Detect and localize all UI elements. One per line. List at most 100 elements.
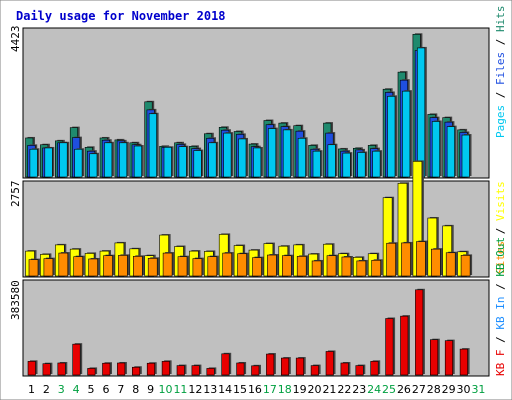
x-tick-label: 7 xyxy=(117,383,124,396)
x-tick-label: 29 xyxy=(442,383,456,396)
x-axis-ticks: 1 2 3 4 5 6 7 8 9 10 11 12 13 14 15 16 17 18 19 20 21 22 23 24 2… xyxy=(28,383,486,396)
x-tick-label: 25 xyxy=(382,383,396,396)
legend-sep: / xyxy=(494,277,507,290)
kbf-bar xyxy=(117,362,126,376)
kbf-bar xyxy=(340,362,349,376)
kbf-bar xyxy=(370,361,379,376)
legend-sep: / xyxy=(494,32,507,45)
legend-kbout: KB Out xyxy=(494,237,507,277)
kbf-bar xyxy=(310,365,319,376)
kbf-bar xyxy=(444,340,454,376)
pages-bar xyxy=(282,129,292,178)
kb-legend: KB F / KB In / KB Out xyxy=(494,237,507,376)
pages-bar xyxy=(133,145,142,178)
pages-bar xyxy=(253,147,262,178)
pages-bar xyxy=(357,152,366,178)
pages-bar xyxy=(119,142,128,178)
x-tick-label: 22 xyxy=(337,383,351,396)
legend-visits: Visits xyxy=(494,181,507,221)
sites-bar xyxy=(445,252,456,277)
x-tick-label: 18 xyxy=(278,383,292,396)
sites-bar xyxy=(311,260,322,277)
sites-bar xyxy=(147,258,158,277)
sites-bar xyxy=(341,256,352,277)
pages-bar xyxy=(446,126,455,178)
sites-bar xyxy=(88,258,98,277)
sites-bar xyxy=(222,252,232,277)
pages-bar xyxy=(267,128,277,178)
pages-bar xyxy=(402,90,411,178)
pages-bar xyxy=(297,137,306,178)
kbf-bar xyxy=(325,351,334,376)
x-tick-label: 15 xyxy=(233,383,247,396)
pages-bar xyxy=(208,142,217,178)
pages-bar xyxy=(148,113,157,178)
x-tick-label: 8 xyxy=(132,383,139,396)
chart-title: Daily usage for November 2018 xyxy=(16,9,226,23)
legend-kbf: KB F xyxy=(494,350,507,377)
x-tick-label: 30 xyxy=(457,383,471,396)
hits-ymax-label: 4423 xyxy=(9,26,22,53)
kbf-bar xyxy=(251,365,260,376)
kbf-bar xyxy=(72,343,81,376)
kbf-bar xyxy=(87,368,96,376)
kb-panel-background xyxy=(22,279,490,377)
kbf-bar xyxy=(102,362,111,376)
sites-bar xyxy=(460,255,471,277)
kbf-bar xyxy=(459,348,468,376)
kbf-bar xyxy=(415,289,424,376)
kbf-bar xyxy=(266,353,275,376)
pages-bar xyxy=(312,150,321,178)
x-tick-label: 5 xyxy=(88,383,95,396)
legend-sep: / xyxy=(494,221,507,234)
pages-bar xyxy=(416,47,426,178)
legend-pages: Pages xyxy=(494,105,507,138)
sites-bar xyxy=(356,260,367,277)
sites-bar xyxy=(162,252,173,277)
hits-panel: 4423 Pages / Files / Hits xyxy=(9,6,507,179)
visits-panel: 2757 Sites / Visits xyxy=(9,160,507,278)
x-tick-label: 28 xyxy=(427,383,441,396)
sites-bar xyxy=(58,252,69,277)
legend-kbin: KB In xyxy=(494,297,507,330)
pages-bar xyxy=(461,134,470,178)
x-tick-label: 3 xyxy=(58,383,65,396)
sites-bar xyxy=(252,257,262,277)
pages-bar xyxy=(327,144,336,178)
sites-bar xyxy=(386,242,396,277)
legend-sites: Sites xyxy=(494,241,507,274)
kbf-bar xyxy=(221,353,230,376)
kbf-bar xyxy=(27,361,36,376)
kbf-bar xyxy=(206,368,215,376)
kbf-bar xyxy=(146,362,155,376)
kbf-bar xyxy=(42,363,51,376)
x-tick-label: 31 xyxy=(471,383,485,396)
pages-bar xyxy=(163,147,172,178)
kb-ymax-label: 383580 xyxy=(9,280,22,320)
x-tick-label: 2 xyxy=(43,383,50,396)
sites-bar xyxy=(296,256,307,277)
pages-bar xyxy=(372,150,381,178)
x-tick-label: 10 xyxy=(159,383,173,396)
x-tick-label: 11 xyxy=(173,383,187,396)
sites-bar xyxy=(371,259,382,277)
pages-bar xyxy=(178,146,187,178)
kbf-bar xyxy=(161,361,170,376)
legend-hits: Hits xyxy=(494,6,507,33)
sites-bar xyxy=(267,254,277,277)
sites-bar xyxy=(28,259,39,277)
visits-ymax-label: 2757 xyxy=(9,181,22,208)
sites-bar xyxy=(118,255,128,277)
x-tick-label: 20 xyxy=(308,383,322,396)
legend-files: Files xyxy=(494,52,507,85)
x-tick-label: 4 xyxy=(73,383,80,396)
kbf-bar xyxy=(132,366,141,376)
pages-bar xyxy=(342,152,351,178)
hits-legend: Pages / Files / Hits xyxy=(494,6,507,139)
x-tick-label: 9 xyxy=(147,383,154,396)
pages-bar xyxy=(431,121,441,178)
kbf-bar xyxy=(176,365,185,376)
sites-bar xyxy=(192,258,203,277)
pages-bar xyxy=(59,142,68,178)
